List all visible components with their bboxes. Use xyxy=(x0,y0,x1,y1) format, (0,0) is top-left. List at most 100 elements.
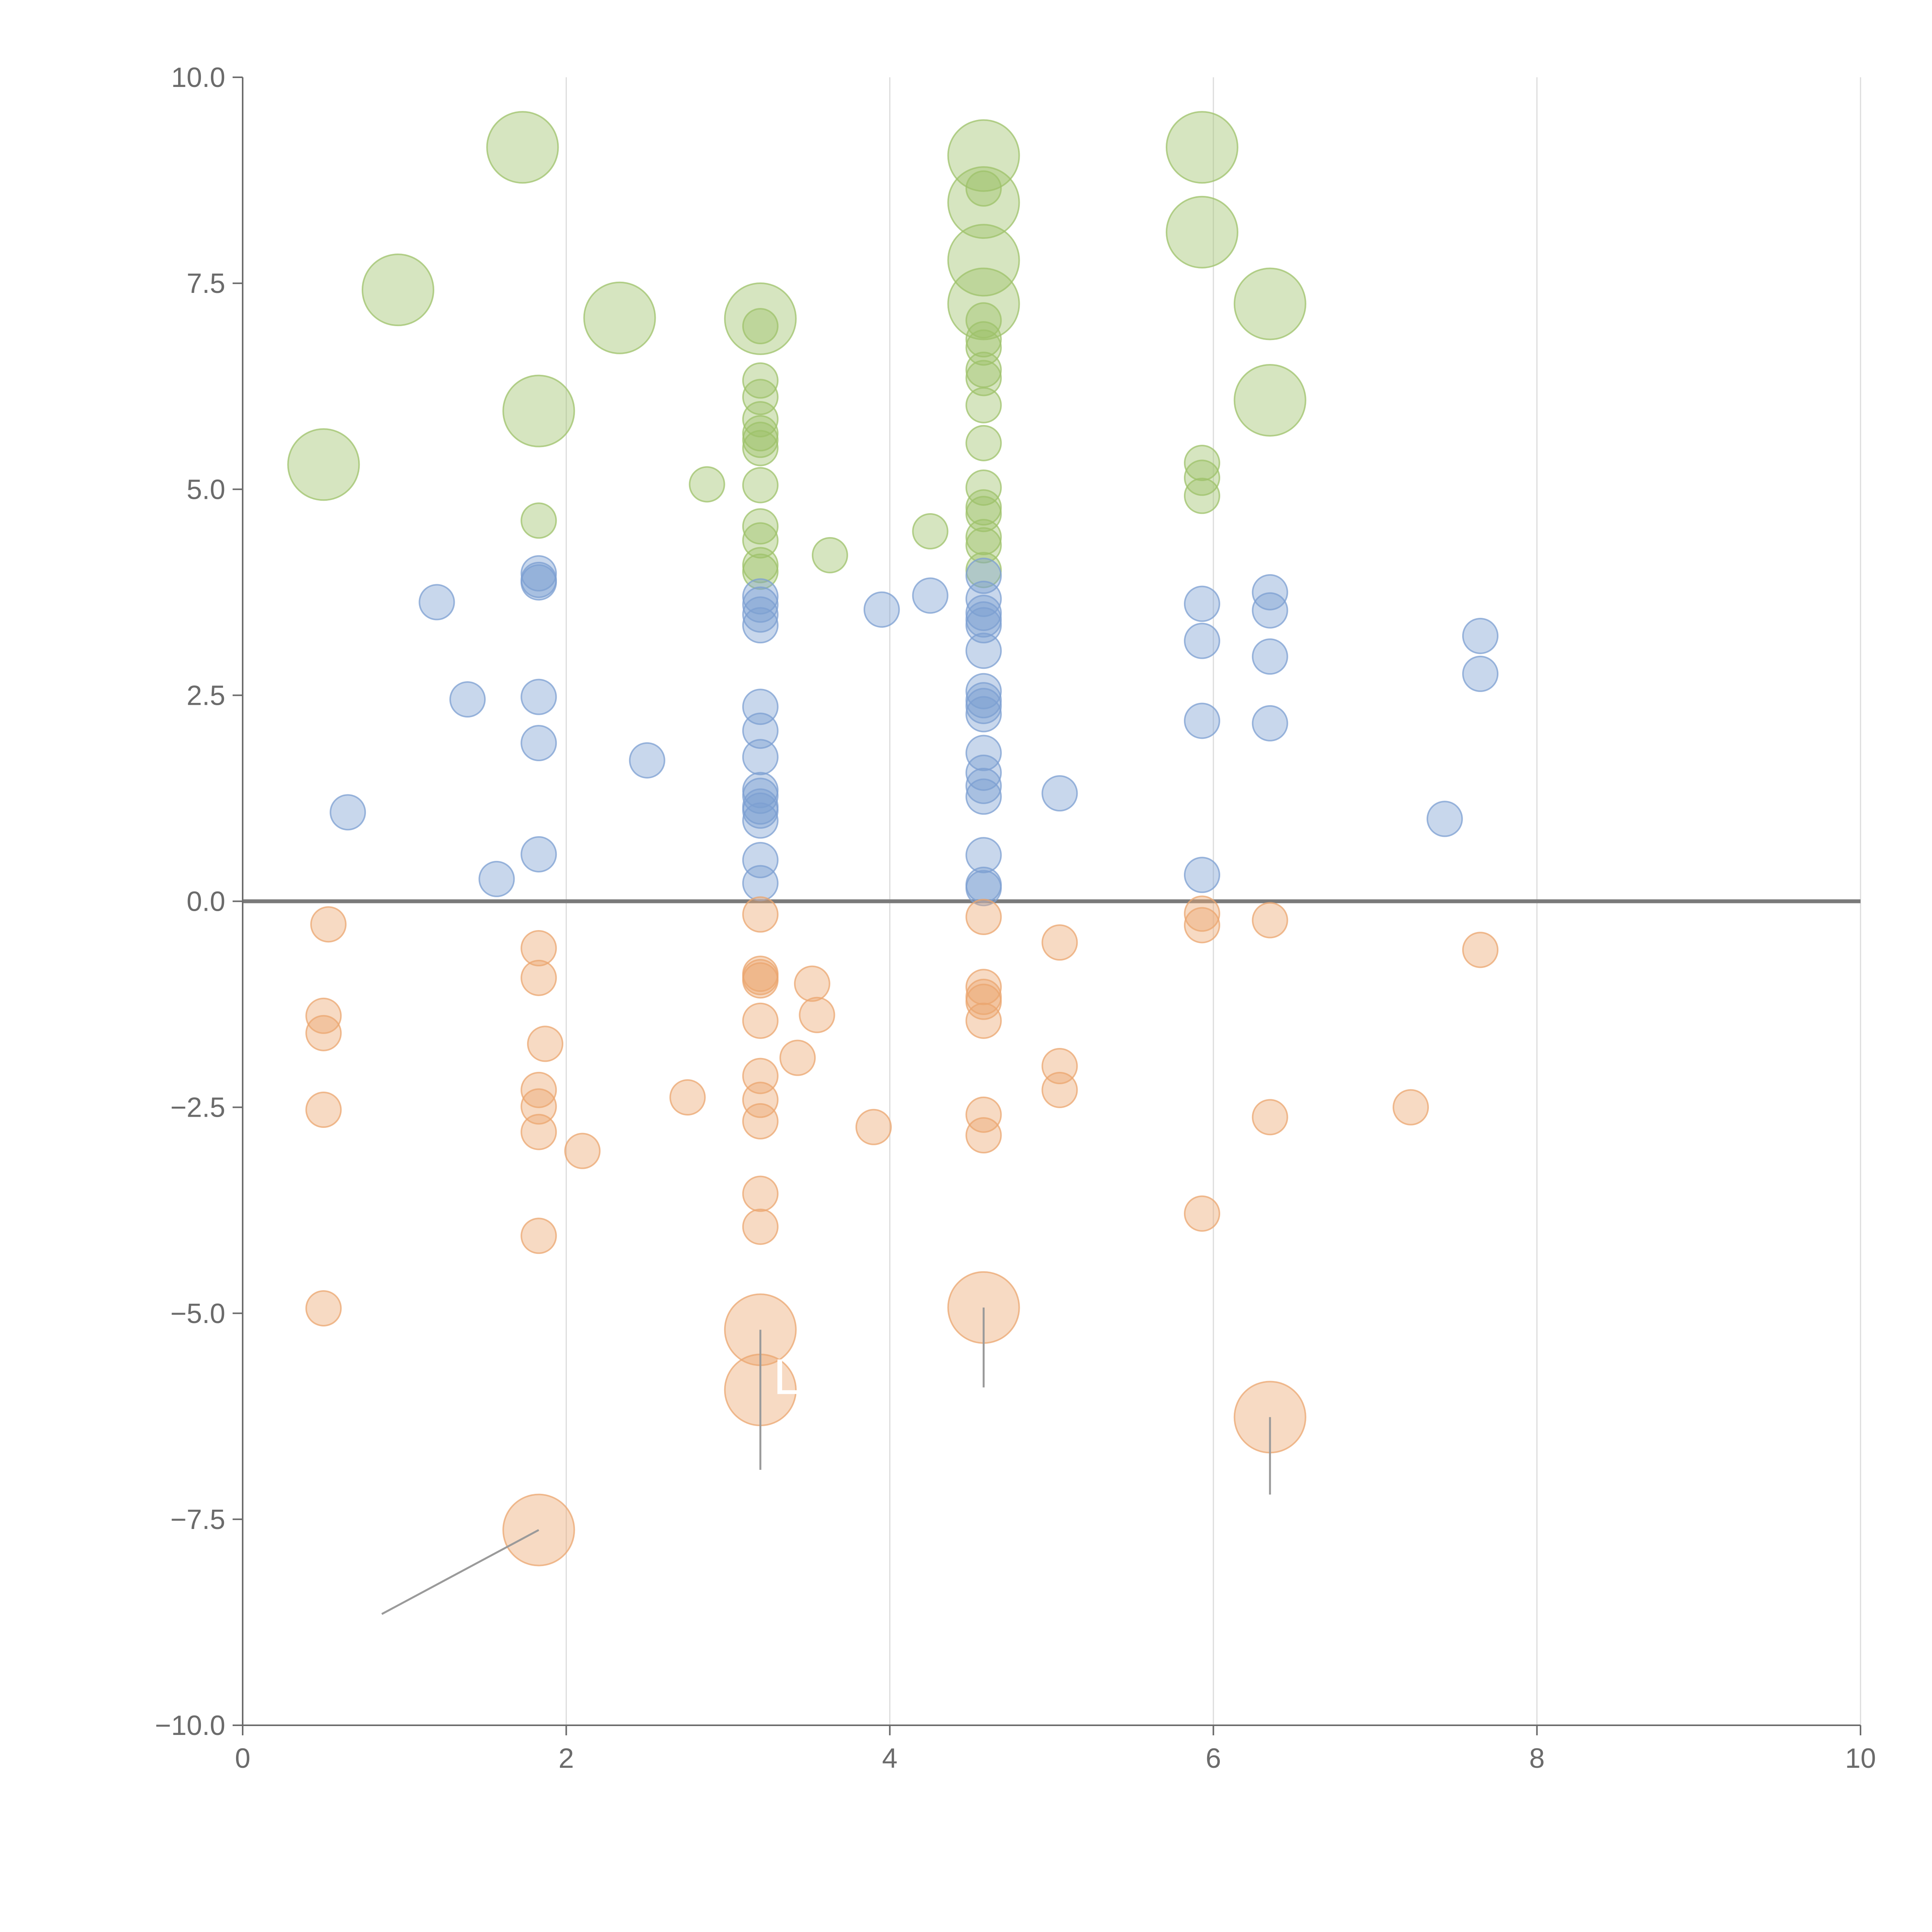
green-point-36 xyxy=(965,387,1002,423)
blue-point-19 xyxy=(742,596,779,633)
green-point-7 xyxy=(947,166,1020,239)
blue-point-32 xyxy=(965,580,1002,617)
blue-point-12 xyxy=(912,577,949,614)
orange-point-20 xyxy=(794,965,830,1002)
blue-point-40 xyxy=(965,696,1002,733)
blue-point-11 xyxy=(863,591,900,628)
green-point-31 xyxy=(965,302,1002,339)
blue-point-53 xyxy=(1252,592,1288,629)
green-point-8 xyxy=(947,224,1020,297)
green-point-27 xyxy=(742,522,779,559)
y-tick-label-6: −5.0 xyxy=(170,1298,225,1329)
orange-point-22 xyxy=(855,1109,892,1145)
orange-point-39 xyxy=(965,1117,1002,1154)
blue-point-16 xyxy=(1462,655,1499,692)
orange-point-5 xyxy=(310,906,347,943)
green-point-0 xyxy=(486,111,559,184)
leader-line-0 xyxy=(381,1529,539,1615)
orange-point-38 xyxy=(965,1096,1002,1133)
blue-point-55 xyxy=(1252,705,1288,742)
orange-point-29 xyxy=(742,1082,779,1118)
green-point-26 xyxy=(742,508,779,545)
orange-point-45 xyxy=(1184,1195,1220,1232)
orange-point-11 xyxy=(520,959,557,996)
data-points xyxy=(287,111,1499,1566)
y-tick-label-4: 0.0 xyxy=(187,886,225,917)
blue-point-36 xyxy=(965,633,1002,669)
green-point-30 xyxy=(965,170,1002,207)
blue-point-18 xyxy=(742,586,779,623)
orange-point-37 xyxy=(965,1002,1002,1039)
green-point-25 xyxy=(742,467,779,503)
orange-point-48 xyxy=(1393,1089,1429,1126)
green-point-2 xyxy=(583,281,656,354)
green-point-41 xyxy=(965,519,1002,555)
blue-point-8 xyxy=(520,725,557,762)
x-tick-label-3: 6 xyxy=(1206,1743,1221,1774)
blue-point-48 xyxy=(1184,585,1220,622)
blue-point-0 xyxy=(418,584,455,621)
orange-point-8 xyxy=(305,1092,342,1128)
series-orange xyxy=(305,895,1499,1566)
blue-point-13 xyxy=(1041,775,1078,812)
orange-point-14 xyxy=(520,1088,557,1125)
orange-point-42 xyxy=(1041,1071,1078,1108)
blue-point-6 xyxy=(520,564,557,601)
y-tick-label-0: 10.0 xyxy=(171,62,225,93)
x-tick-label-4: 8 xyxy=(1529,1743,1545,1774)
orange-point-27 xyxy=(742,1002,779,1039)
annotation-leader-lines xyxy=(381,1307,1271,1615)
blue-point-35 xyxy=(965,607,1002,644)
orange-point-19 xyxy=(779,1039,816,1076)
blue-point-28 xyxy=(742,802,779,839)
annotations: L xyxy=(773,1349,801,1405)
blue-point-49 xyxy=(1184,622,1220,659)
annotation-label-0: L xyxy=(773,1349,801,1405)
orange-point-26 xyxy=(742,962,779,999)
orange-point-44 xyxy=(1184,907,1220,944)
blue-point-9 xyxy=(520,836,557,872)
orange-point-46 xyxy=(1252,902,1288,939)
green-point-24 xyxy=(742,430,779,466)
blue-point-20 xyxy=(742,607,779,644)
orange-point-40 xyxy=(1041,924,1078,961)
green-point-37 xyxy=(965,425,1002,461)
orange-point-43 xyxy=(1184,895,1220,932)
y-tick-label-1: 7.5 xyxy=(187,268,225,299)
blue-point-51 xyxy=(1184,857,1220,893)
orange-point-36 xyxy=(965,983,1002,1020)
orange-point-10 xyxy=(520,930,557,967)
green-point-12 xyxy=(1233,267,1306,340)
blue-point-2 xyxy=(330,794,366,831)
orange-point-32 xyxy=(742,1208,779,1245)
blue-point-14 xyxy=(1426,801,1463,837)
green-point-10 xyxy=(1165,111,1238,184)
x-tick-label-5: 10 xyxy=(1845,1743,1876,1774)
orange-point-30 xyxy=(742,1103,779,1139)
blue-point-47 xyxy=(965,870,1002,906)
green-point-20 xyxy=(742,379,779,415)
blue-point-3 xyxy=(478,861,515,897)
green-point-32 xyxy=(965,321,1002,358)
blue-point-54 xyxy=(1252,638,1288,675)
orange-point-17 xyxy=(520,1218,557,1254)
green-point-44 xyxy=(1184,445,1220,481)
green-point-1 xyxy=(361,253,434,327)
green-point-19 xyxy=(742,362,779,399)
green-point-46 xyxy=(1184,478,1220,514)
orange-point-31 xyxy=(742,1175,779,1212)
blue-point-45 xyxy=(965,837,1002,874)
orange-point-34 xyxy=(965,969,1002,1005)
orange-point-15 xyxy=(520,1114,557,1150)
green-point-6 xyxy=(947,119,1020,192)
x-tick-label-0: 0 xyxy=(235,1743,250,1774)
orange-point-21 xyxy=(799,997,835,1033)
blue-point-25 xyxy=(742,777,779,814)
orange-point-49 xyxy=(1462,932,1499,968)
green-point-3 xyxy=(502,374,575,447)
green-point-35 xyxy=(965,360,1002,396)
blue-point-41 xyxy=(965,735,1002,771)
green-point-29 xyxy=(742,553,779,590)
blue-point-44 xyxy=(965,778,1002,815)
